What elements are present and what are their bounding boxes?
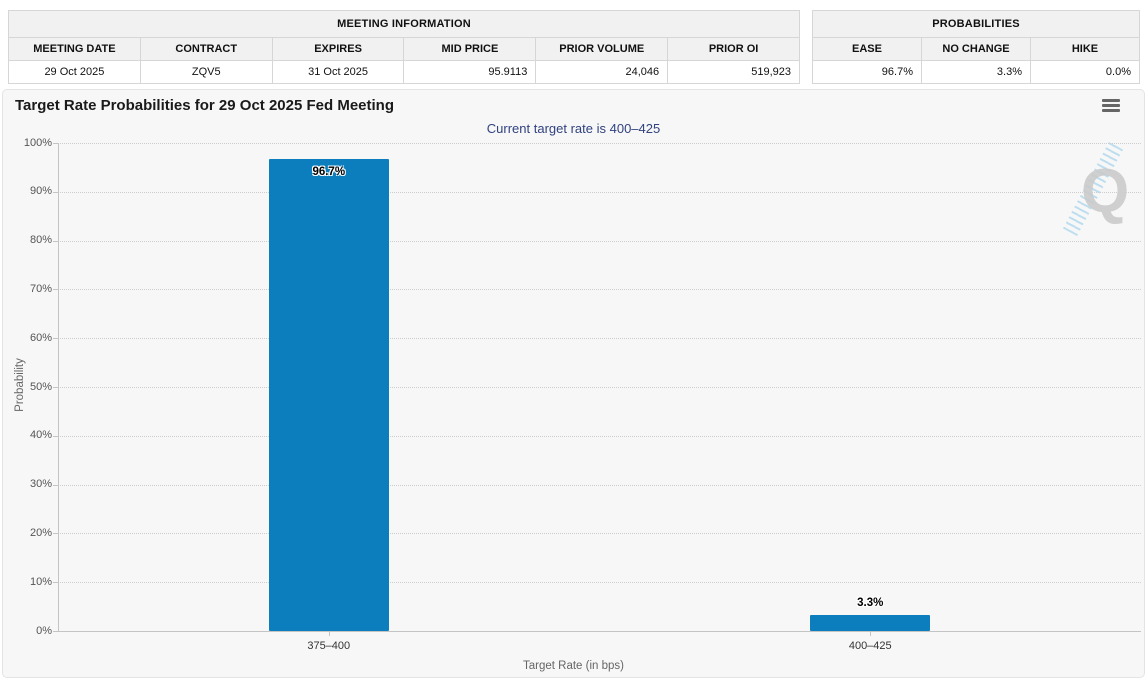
y-gridline xyxy=(58,143,1141,144)
y-axis-tick xyxy=(53,387,58,388)
y-gridline xyxy=(58,338,1141,340)
y-axis-label: 80% xyxy=(29,234,52,247)
column-header: EASE xyxy=(812,37,922,61)
y-axis-tick xyxy=(53,191,58,193)
table-cell: 29 Oct 2025 xyxy=(8,60,141,84)
x-axis-line xyxy=(58,631,1141,632)
x-axis-title: Target Rate (in bps) xyxy=(523,660,624,672)
x-axis-category-label: 400–425 xyxy=(848,640,892,652)
info-tables: MEETING INFORMATION MEETING DATE CONTRACT… xyxy=(0,0,1147,84)
x-axis-tick xyxy=(328,631,330,636)
y-axis-label: 0% xyxy=(36,624,52,637)
bar-375–400[interactable] xyxy=(268,159,389,631)
column-header: PRIOR OI xyxy=(667,37,800,61)
y-axis-label: 100% xyxy=(23,136,52,149)
column-header: MEETING DATE xyxy=(8,37,141,61)
probabilities-title: PROBABILITIES xyxy=(812,10,1140,38)
bar-data-label: 3.3% xyxy=(857,596,884,609)
y-axis-tick xyxy=(53,338,58,340)
x-axis-category-label: 375–400 xyxy=(307,640,351,652)
y-gridline xyxy=(58,435,1141,437)
y-axis-label: 30% xyxy=(29,478,52,491)
y-axis-line xyxy=(58,143,59,631)
y-gridline xyxy=(58,582,1141,584)
table-cell: 96.7% xyxy=(812,60,922,84)
y-axis-title: Probability xyxy=(13,358,26,412)
y-axis-tick xyxy=(53,240,58,242)
meeting-information-table: MEETING INFORMATION MEETING DATE CONTRACT… xyxy=(8,10,800,84)
table-cell: 95.9113 xyxy=(403,60,537,84)
y-gridline xyxy=(58,387,1141,388)
table-cell: 0.0% xyxy=(1030,60,1140,84)
y-axis-label: 10% xyxy=(29,575,52,588)
y-gridline xyxy=(58,191,1141,193)
bar-400–425[interactable] xyxy=(810,614,931,631)
y-axis-label: 60% xyxy=(29,331,52,344)
y-gridline xyxy=(58,533,1141,535)
y-axis-tick xyxy=(53,143,58,144)
column-header: CONTRACT xyxy=(139,37,273,61)
meeting-information-title: MEETING INFORMATION xyxy=(8,10,800,38)
table-cell: 3.3% xyxy=(921,60,1031,84)
y-axis-tick xyxy=(53,484,58,486)
y-gridline xyxy=(58,289,1141,291)
chart-subtitle: Current target rate is 400–425 xyxy=(486,121,661,136)
x-axis-tick xyxy=(870,631,872,636)
probabilities-table: PROBABILITIES EASE NO CHANGE HIKE 96.7% 3.3… xyxy=(812,10,1140,84)
column-header: NO CHANGE xyxy=(921,37,1031,61)
table-cell: 519,923 xyxy=(667,60,800,84)
y-axis-tick xyxy=(53,289,58,291)
y-gridline xyxy=(58,484,1141,486)
table-cell: ZQV5 xyxy=(139,60,273,84)
y-axis-label: 90% xyxy=(29,185,52,198)
table-cell: 24,046 xyxy=(535,60,669,84)
chart-title: Target Rate Probabilities for 29 Oct 202… xyxy=(15,97,394,114)
y-axis-tick xyxy=(53,631,58,632)
chart-panel: Target Rate Probabilities for 29 Oct 202… xyxy=(2,89,1145,678)
y-axis-label: 20% xyxy=(29,526,52,539)
bar-data-label: 96.7% xyxy=(312,166,346,179)
y-axis-tick xyxy=(53,582,58,584)
column-header: HIKE xyxy=(1030,37,1140,61)
chart-context-menu-button[interactable] xyxy=(1102,99,1122,115)
y-axis-tick xyxy=(53,533,58,535)
column-header: MID PRICE xyxy=(403,37,537,61)
y-axis-tick xyxy=(53,435,58,437)
hamburger-icon xyxy=(1102,99,1122,112)
column-header: PRIOR VOLUME xyxy=(535,37,669,61)
y-axis-label: 40% xyxy=(29,429,52,442)
y-axis-label: 50% xyxy=(29,380,52,393)
bar-chart: 0% 10% 20% 30% 40% 50% 60% 70% 80% 90% 100% 96.7% 37… xyxy=(3,90,1144,677)
table-cell: 31 Oct 2025 xyxy=(271,60,405,84)
column-header: EXPIRES xyxy=(271,37,405,61)
y-gridline xyxy=(58,240,1141,242)
y-axis-label: 70% xyxy=(29,282,52,295)
